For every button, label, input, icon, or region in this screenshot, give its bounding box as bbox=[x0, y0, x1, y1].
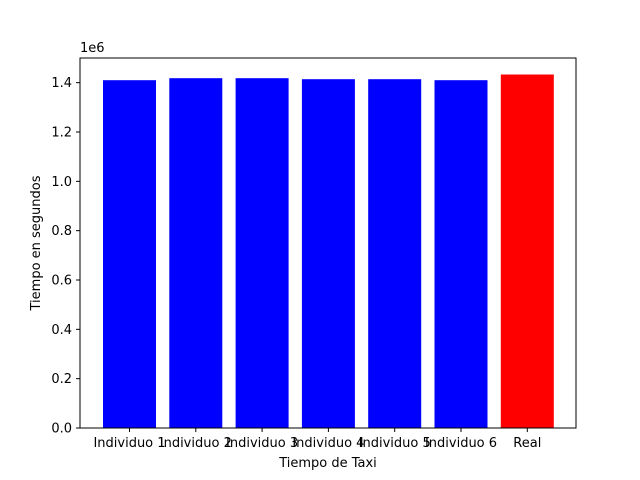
y-tick-label: 0.6 bbox=[51, 274, 72, 289]
plot-frame bbox=[79, 57, 577, 429]
y-tick-label: 1.0 bbox=[51, 175, 72, 190]
x-tick-label: Individuo 3 bbox=[226, 436, 298, 451]
x-axis-label: Tiempo de Taxi bbox=[278, 456, 377, 471]
y-tick-label: 0.4 bbox=[51, 323, 72, 338]
x-tick-label: Individuo 1 bbox=[93, 436, 165, 451]
x-tick-label: Individuo 5 bbox=[359, 436, 431, 451]
y-tick-label: 1.4 bbox=[51, 76, 72, 91]
bar-2 bbox=[169, 78, 223, 428]
y-tick-label: 0.2 bbox=[51, 372, 72, 387]
bars-group bbox=[103, 74, 554, 428]
bar-5 bbox=[368, 79, 422, 428]
bar-4 bbox=[301, 79, 355, 428]
y-tick-label: 0.0 bbox=[51, 422, 72, 437]
bar-3 bbox=[235, 78, 289, 428]
bar-7 bbox=[500, 74, 554, 428]
x-tick-label: Individuo 6 bbox=[425, 436, 497, 451]
y-axis-label: Tiempo en segundos bbox=[29, 175, 44, 311]
y-offset-label: 1e6 bbox=[80, 41, 105, 56]
bar-1 bbox=[103, 80, 156, 428]
y-tick-label: 1.2 bbox=[51, 126, 72, 141]
y-tick-label: 0.8 bbox=[51, 224, 72, 239]
y-axis-ticks: 0.0 0.2 0.4 0.6 0.8 1.0 1.2 1.4 bbox=[51, 76, 80, 437]
x-tick-label: Individuo 4 bbox=[292, 436, 364, 451]
bar-6 bbox=[434, 80, 488, 428]
x-tick-label: Individuo 2 bbox=[160, 436, 232, 451]
x-tick-label: Real bbox=[513, 436, 541, 451]
